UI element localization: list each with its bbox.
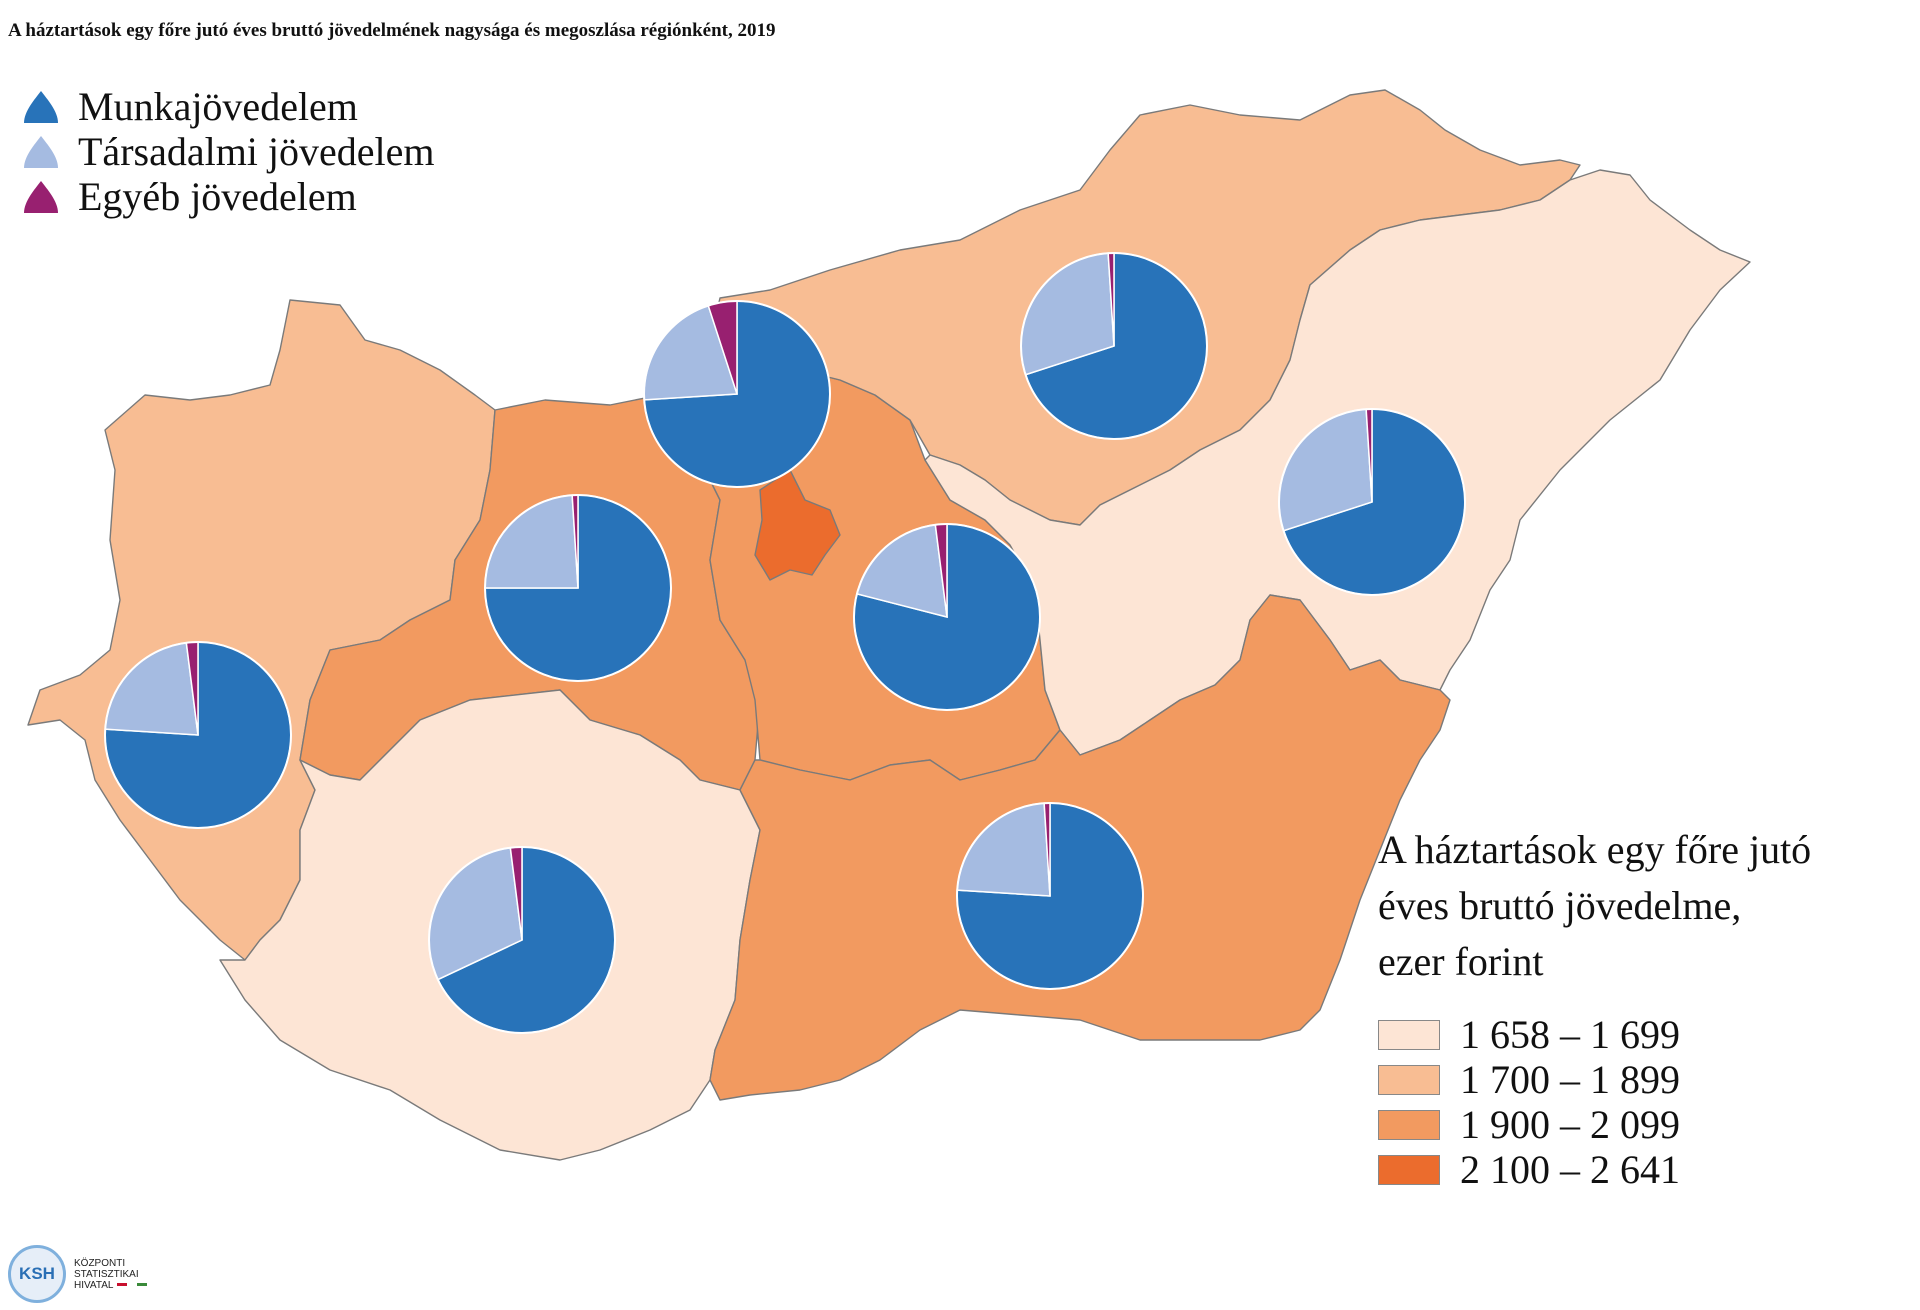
pie-del-dunantul [428,846,616,1034]
legend-item-egyeb-jovedelem: Egyéb jövedelem [22,174,435,219]
pie-legend: Munkajövedelem Társadalmi jövedelem Egyé… [22,84,435,219]
value-class-label: 1 700 – 1 899 [1460,1056,1680,1102]
pie-eszak-alfold [1278,408,1466,596]
swatch [1378,1109,1440,1140]
value-legend-heading-line: éves bruttó jövedelme, [1378,883,1742,928]
value-class-label: 1 900 – 2 099 [1460,1101,1680,1147]
value-class-1: 1 658 – 1 699 [1378,1012,1811,1057]
pie-outline [484,494,672,682]
ksh-logo: KSH KÖZPONTI STATISZTIKAI HIVATAL [8,1245,148,1303]
logo-line-3: HIVATAL [74,1279,148,1291]
pie-outline [643,300,831,488]
value-legend-heading-line: A háztartások egy főre jutó [1378,827,1812,872]
triangle-icon [24,180,58,213]
ksh-logo-mark: KSH [8,1245,66,1303]
pie-eszak-magyarorszag [1020,252,1208,440]
value-legend-heading: A háztartások egy főre jutó éves bruttó … [1378,822,1811,990]
value-class-3: 1 900 – 2 099 [1378,1102,1811,1147]
region-budapest [754,469,841,581]
value-legend: A háztartások egy főre jutó éves bruttó … [1378,822,1811,1192]
flag-stripe [117,1283,148,1287]
legend-label: Munkajövedelem [78,83,358,129]
pie-outline [1020,252,1208,440]
pie-budapest [853,523,1041,711]
legend-label: Egyéb jövedelem [78,173,357,219]
logo-line: HIVATAL [74,1279,114,1291]
value-class-4: 2 100 – 2 641 [1378,1147,1811,1192]
pie-outline [1278,408,1466,596]
legend-item-munkajovedelem: Munkajövedelem [22,84,435,129]
triangle-icon [24,90,58,123]
pie-outline [956,802,1144,990]
page-title: A háztartások egy főre jutó éves bruttó … [8,20,776,41]
pie-outline [428,846,616,1034]
pie-kozep-dunantul [484,494,672,682]
pie-del-alfold [956,802,1144,990]
value-class-2: 1 700 – 1 899 [1378,1057,1811,1102]
logo-line: KÖZPONTI [74,1257,126,1269]
pie-outline [853,523,1041,711]
swatch [1378,1064,1440,1095]
value-class-label: 1 658 – 1 699 [1460,1011,1680,1057]
triangle-icon [24,135,58,168]
pie-outline [104,641,292,829]
legend-label: Társadalmi jövedelem [78,128,435,174]
value-class-label: 2 100 – 2 641 [1460,1146,1680,1192]
legend-item-tarsadalmi-jovedelem: Társadalmi jövedelem [22,129,435,174]
logo-line: STATISZTIKAI [74,1268,139,1280]
ksh-logo-text: KÖZPONTI STATISZTIKAI HIVATAL [74,1257,148,1291]
swatch [1378,1019,1440,1050]
swatch [1378,1154,1440,1185]
pie-nyugat-dunantul [104,641,292,829]
value-legend-heading-line: ezer forint [1378,939,1544,984]
pie-pest [643,300,831,488]
